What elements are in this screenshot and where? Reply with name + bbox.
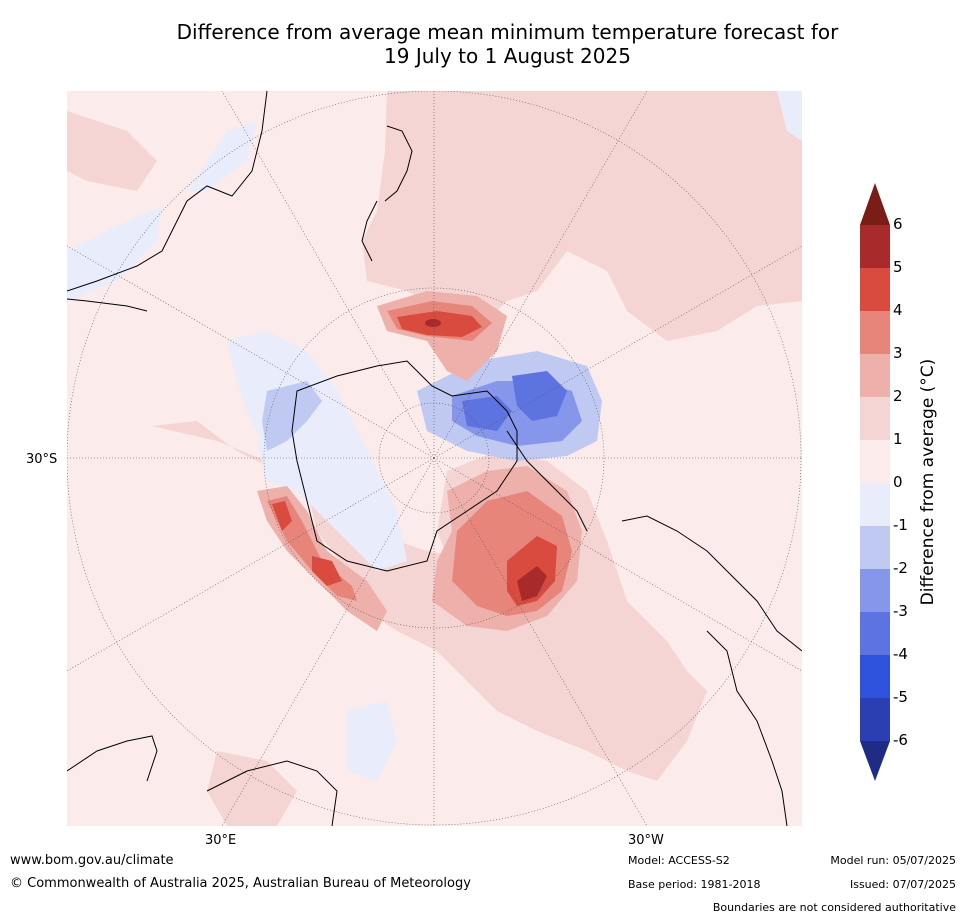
australia-coastline (67, 91, 268, 312)
colorbar-band-0-1 (860, 440, 890, 483)
anomaly-region-negative-weddell-core (512, 371, 567, 421)
anomaly-region-positive-atlantic-peak (517, 566, 547, 601)
africa-coastline (67, 735, 338, 826)
colorbar-band-1-2 (860, 397, 890, 440)
latitude-label-30s: 30°S (26, 452, 58, 467)
colorbar-band-neg4-neg3 (860, 612, 890, 655)
new-zealand-coastline (361, 125, 413, 262)
colorbar-tick-label: 2 (893, 387, 903, 405)
disclaimer-text: Boundaries are not considered authoritat… (712, 901, 956, 914)
colorbar-band-neg2-neg1 (860, 526, 890, 569)
anomaly-region-negative-australia (67, 206, 162, 301)
longitude-lines (67, 91, 802, 826)
anomaly-region-south-africa-offshore (207, 751, 297, 826)
anomaly-region-negative-indian-sector (262, 381, 322, 451)
anomaly-region-negative-east-of-nz (187, 121, 257, 191)
anomaly-region-negative-weddell-inner (462, 396, 512, 431)
colorbar-band-3-4 (860, 311, 890, 354)
south-america-coastline (621, 515, 802, 826)
antarctic-peninsula-coastline (506, 430, 588, 532)
antarctica-coastline (291, 360, 518, 572)
anomaly-region-negative-south-indian (347, 701, 397, 781)
colorbar-tick-label: 5 (893, 258, 903, 276)
anomaly-region-indian-ocean (152, 421, 707, 781)
colorbar-band-neg5-neg4 (860, 655, 890, 698)
map-title: Difference from average mean minimum tem… (60, 20, 955, 68)
colorbar-tick-label: -2 (893, 559, 908, 577)
copyright-text: © Commonwealth of Australia 2025, Austra… (10, 876, 471, 891)
colorbar-tick-label: 3 (893, 344, 903, 362)
anomaly-region-negative-top-right (777, 91, 802, 141)
title-line-2: 19 July to 1 August 2025 (384, 44, 631, 68)
anomaly-region-positive-indian-band-core-2 (312, 556, 342, 586)
colorbar-band-2-3 (860, 354, 890, 397)
colorbar-tick-label: 6 (893, 215, 903, 233)
website-link[interactable]: www.bom.gov.au/climate (10, 853, 174, 868)
colorbar-tick-label: 1 (893, 430, 903, 448)
longitude-label-30e: 30°E (205, 833, 237, 848)
polar-map (67, 91, 802, 826)
colorbar-tick-label: -4 (893, 645, 908, 663)
anomaly-region-positive-ross-peak (425, 319, 441, 327)
colorbar-tick-label: 0 (893, 473, 903, 491)
colorbar-over-triangle (860, 183, 890, 225)
anomaly-region-pacific-north (362, 91, 802, 341)
meridian-30w (433, 457, 648, 826)
colorbar-tick-label: -1 (893, 516, 908, 534)
latitude-circle-60 (263, 287, 605, 629)
colorbar-band-neg1-0 (860, 483, 890, 526)
colorbar (860, 183, 890, 781)
longitude-label-30w: 30°W (628, 833, 664, 848)
colorbar-title: Difference from average (°C) (918, 358, 938, 606)
model-text: Model: ACCESS-S2 (628, 854, 730, 867)
colorbar-under-triangle (860, 741, 890, 781)
issued-text: Issued: 07/07/2025 (849, 878, 956, 891)
colorbar-tick-label: -3 (893, 602, 908, 620)
anomaly-region-positive-indian-band-core-1 (272, 501, 292, 531)
colorbar-band-neg6-neg5 (860, 698, 890, 741)
colorbar-band-neg3-neg2 (860, 569, 890, 612)
meridian-60w (433, 457, 802, 672)
colorbar-band-5-6 (860, 225, 890, 268)
base-period-text: Base period: 1981-2018 (628, 878, 761, 891)
model-run-text: Model run: 05/07/2025 (830, 854, 956, 867)
colorbar-band-4-5 (860, 268, 890, 311)
title-line-1: Difference from average mean minimum tem… (176, 20, 839, 44)
colorbar-tick-label: 4 (893, 301, 903, 319)
anomaly-region-west-pacific-strip (67, 111, 157, 191)
colorbar-tick-label: -5 (893, 688, 908, 706)
colorbar-tick-label: -6 (893, 731, 908, 749)
